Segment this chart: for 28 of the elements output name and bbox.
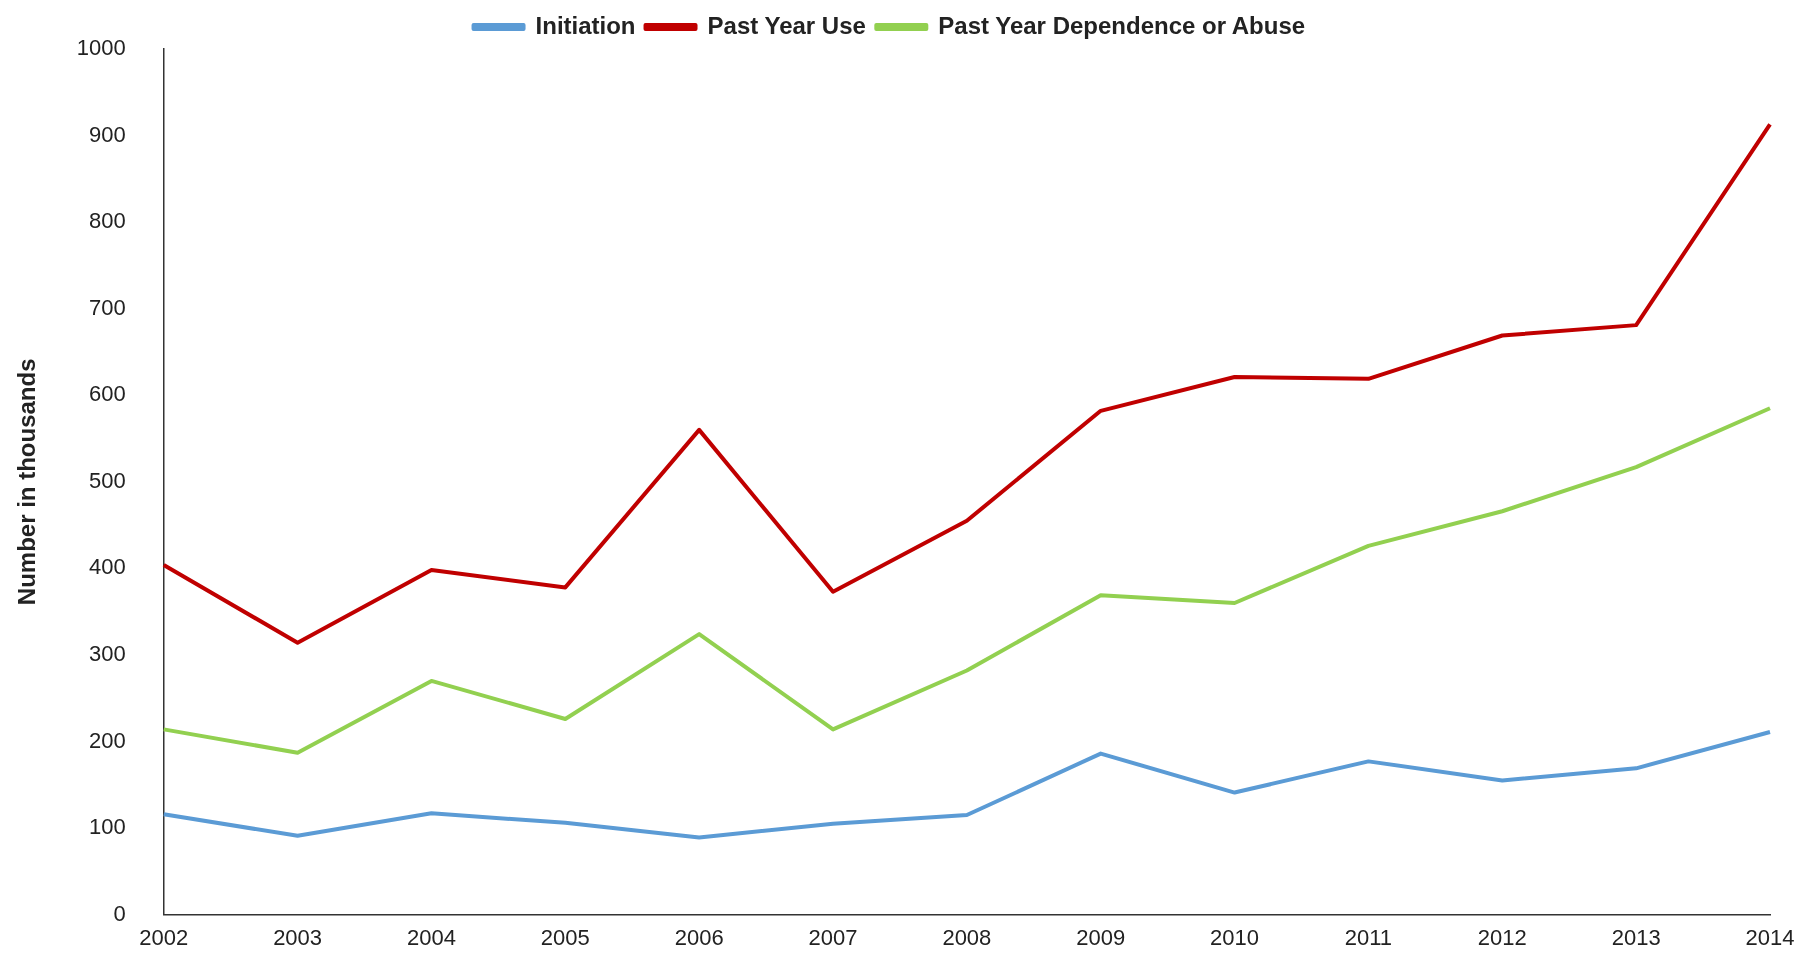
y-tick-label: 500 xyxy=(89,467,126,493)
x-tick-label: 2014 xyxy=(1745,924,1795,950)
x-tick-label: 2006 xyxy=(674,924,724,950)
y-tick-label: 600 xyxy=(89,381,126,407)
y-tick-label: 700 xyxy=(89,294,126,320)
y-tick-label: 1000 xyxy=(76,35,126,61)
y-tick-label: 200 xyxy=(89,727,126,753)
x-tick-label: 2011 xyxy=(1344,924,1393,950)
y-tick-label: 400 xyxy=(89,554,126,580)
legend-label: Past Year Use xyxy=(707,11,866,39)
legend-label: Initiation xyxy=(535,11,636,39)
x-tick-label: 2013 xyxy=(1611,924,1661,950)
y-tick-label: 900 xyxy=(89,121,126,147)
x-tick-label: 2008 xyxy=(942,924,992,950)
y-tick-label: 100 xyxy=(89,814,126,840)
y-tick-label: 800 xyxy=(89,208,126,234)
x-tick-label: 2010 xyxy=(1210,924,1260,950)
y-axis-title: Number in thousands xyxy=(13,358,41,606)
x-tick-label: 2009 xyxy=(1076,924,1126,950)
y-tick-label: 300 xyxy=(89,640,126,666)
x-tick-label: 2003 xyxy=(273,924,323,950)
x-tick-label: 2004 xyxy=(406,924,456,950)
x-tick-label: 2007 xyxy=(808,924,858,950)
x-tick-label: 2002 xyxy=(139,924,189,950)
x-tick-label: 2012 xyxy=(1477,924,1527,950)
y-tick-label: 0 xyxy=(113,900,126,926)
legend-label: Past Year Dependence or Abuse xyxy=(938,11,1306,39)
x-tick-label: 2005 xyxy=(540,924,590,950)
